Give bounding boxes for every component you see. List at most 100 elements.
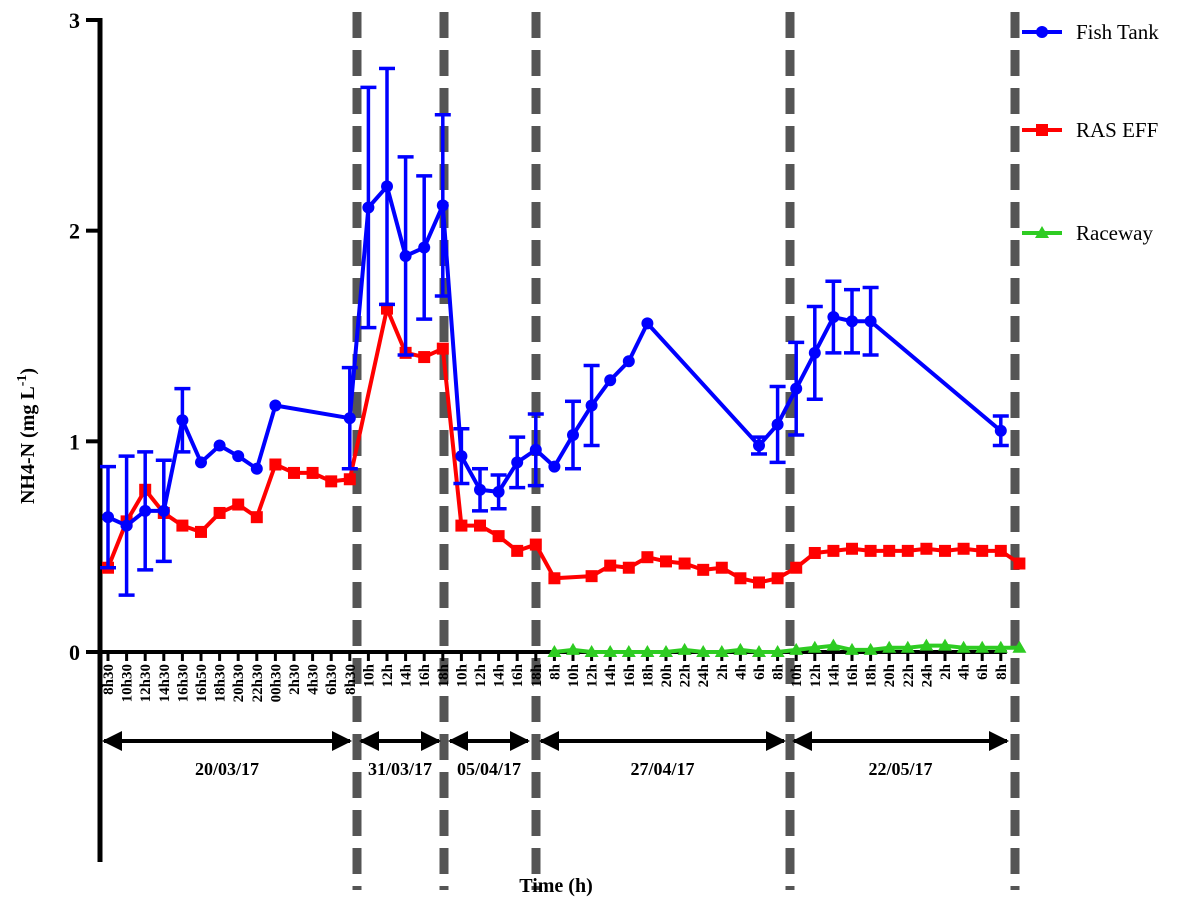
- data-point-fish-tank: [585, 399, 598, 412]
- series-fish-tank: [100, 66, 1009, 597]
- y-tick-label: 1: [69, 429, 80, 454]
- data-point-raceway: [1012, 640, 1027, 653]
- data-point-raceway: [938, 638, 952, 651]
- x-tick-label: 2h: [938, 663, 954, 680]
- y-tick-label: 2: [69, 219, 80, 244]
- x-tick-label: 16h50: [194, 664, 210, 702]
- x-tick-label: 12h: [380, 663, 396, 687]
- data-point-fish-tank: [511, 456, 524, 469]
- data-point-raceway: [845, 642, 859, 655]
- data-point-ras-eff: [939, 544, 951, 557]
- x-tick-label: 8h: [994, 663, 1010, 680]
- data-point-fish-tank: [641, 317, 654, 330]
- data-point-raceway: [733, 642, 748, 655]
- data-point-fish-tank: [455, 450, 468, 463]
- data-point-ras-eff: [474, 519, 486, 532]
- data-point-fish-tank: [753, 439, 765, 452]
- data-point-fish-tank: [790, 382, 803, 395]
- x-tick-label: 10h: [454, 663, 470, 687]
- data-point-ras-eff: [697, 563, 710, 576]
- x-tick-label: 10h: [361, 663, 377, 687]
- x-tick-label: 18h: [640, 663, 656, 687]
- legend: Fish Tank RAS EFF Raceway: [1022, 20, 1159, 245]
- data-point-ras-eff: [250, 511, 263, 524]
- data-point-fish-tank: [771, 418, 784, 431]
- series-line-ras-eff: [106, 306, 1021, 585]
- data-point-fish-tank: [269, 399, 282, 412]
- data-point-fish-tank: [548, 460, 561, 473]
- x-tick-label: 12h: [808, 663, 824, 687]
- data-point-raceway: [752, 645, 766, 657]
- data-point-ras-eff: [548, 572, 561, 585]
- data-point-ras-eff: [808, 546, 821, 559]
- data-point-fish-tank: [232, 450, 245, 463]
- data-point-raceway: [677, 642, 692, 655]
- data-point-raceway: [807, 640, 822, 653]
- x-tick-label: 4h: [733, 663, 749, 680]
- data-point-raceway: [975, 640, 990, 653]
- legend-marker-ras-eff: [1036, 124, 1048, 136]
- data-point-ras-eff: [176, 519, 189, 532]
- data-point-fish-tank: [604, 374, 617, 387]
- series-layer: [100, 66, 1027, 657]
- data-point-ras-eff: [994, 544, 1007, 557]
- data-point-fish-tank: [529, 443, 542, 456]
- x-tick-label: 24h: [696, 663, 712, 687]
- x-tick-label: 12h: [473, 663, 489, 687]
- data-point-raceway: [826, 638, 841, 651]
- data-point-ras-eff: [288, 466, 300, 479]
- data-point-raceway: [956, 640, 971, 653]
- x-tick-label: 16h: [417, 663, 433, 687]
- data-point-ras-eff: [511, 544, 524, 557]
- x-tick-label: 18h: [864, 663, 880, 687]
- data-point-fish-tank: [622, 355, 635, 368]
- x-tick-label: 4h30: [306, 664, 322, 695]
- data-point-fish-tank: [994, 424, 1007, 437]
- x-tick-label: 18h: [436, 663, 452, 687]
- data-point-ras-eff: [343, 473, 356, 486]
- data-point-raceway: [603, 645, 618, 657]
- x-tick-label: 20h: [659, 663, 675, 687]
- data-point-raceway: [863, 642, 878, 655]
- y-tick-label: 0: [69, 640, 80, 665]
- legend-marker-raceway: [1035, 226, 1049, 238]
- data-point-ras-eff: [213, 506, 226, 519]
- data-point-raceway: [770, 645, 785, 657]
- x-tick-label: 24h: [919, 663, 935, 687]
- data-point-raceway: [640, 645, 655, 657]
- data-point-fish-tank: [474, 483, 486, 496]
- data-point-fish-tank: [157, 504, 170, 517]
- x-tick-label: 10h: [789, 663, 805, 687]
- x-axis-title: Time (h): [519, 875, 593, 897]
- data-point-raceway: [566, 642, 580, 655]
- data-point-raceway: [919, 638, 934, 651]
- y-axis-title: NH4-N (mg L-1): [15, 368, 39, 504]
- period-label: 31/03/17: [368, 759, 432, 779]
- data-point-raceway: [789, 642, 804, 655]
- x-tick-label: 22h30: [250, 664, 266, 702]
- data-point-raceway: [659, 645, 673, 657]
- data-point-ras-eff: [195, 525, 207, 538]
- data-point-fish-tank: [399, 249, 412, 262]
- data-point-ras-eff: [436, 342, 449, 355]
- x-tick-label: 16h: [845, 663, 861, 687]
- data-point-ras-eff: [306, 466, 319, 479]
- data-point-ras-eff: [641, 551, 654, 564]
- x-tick-label: 6h30: [324, 664, 340, 695]
- data-point-ras-eff: [883, 544, 896, 557]
- data-point-ras-eff: [622, 561, 635, 574]
- data-point-ras-eff: [846, 542, 858, 555]
- period-label: 20/03/17: [195, 759, 259, 779]
- x-tick-label: 8h: [771, 663, 787, 680]
- data-point-fish-tank: [418, 241, 431, 254]
- data-point-ras-eff: [771, 572, 784, 585]
- data-point-fish-tank: [120, 519, 133, 532]
- data-point-raceway: [696, 645, 711, 657]
- data-point-ras-eff: [529, 538, 542, 551]
- x-tick-label: 6h: [975, 663, 991, 680]
- data-point-ras-eff: [660, 555, 672, 568]
- y-tick-label: 3: [69, 8, 80, 33]
- data-point-fish-tank: [808, 346, 821, 359]
- data-point-fish-tank: [362, 201, 375, 214]
